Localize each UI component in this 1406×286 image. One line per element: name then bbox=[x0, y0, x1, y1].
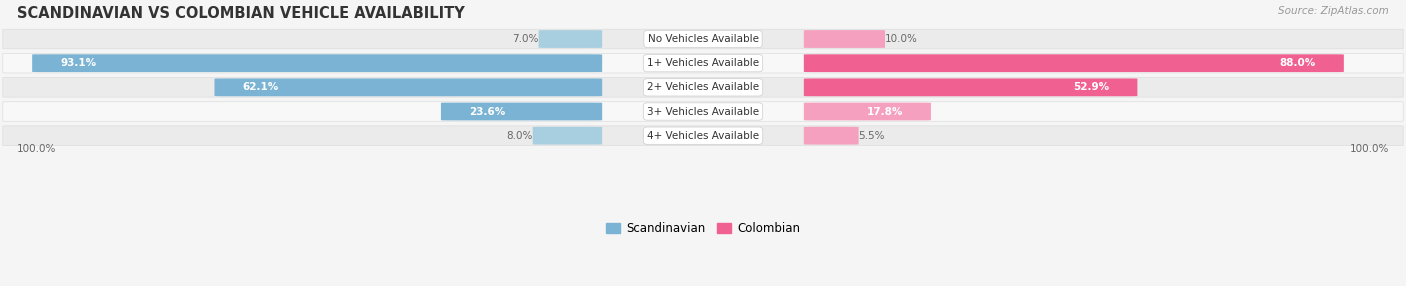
Text: 1+ Vehicles Available: 1+ Vehicles Available bbox=[647, 58, 759, 68]
FancyBboxPatch shape bbox=[804, 54, 1344, 72]
Text: 8.0%: 8.0% bbox=[506, 131, 533, 141]
Text: 88.0%: 88.0% bbox=[1279, 58, 1316, 68]
Text: 93.1%: 93.1% bbox=[60, 58, 96, 68]
FancyBboxPatch shape bbox=[32, 54, 602, 72]
FancyBboxPatch shape bbox=[804, 30, 884, 48]
Text: 52.9%: 52.9% bbox=[1073, 82, 1109, 92]
FancyBboxPatch shape bbox=[3, 102, 1403, 121]
Text: 4+ Vehicles Available: 4+ Vehicles Available bbox=[647, 131, 759, 141]
FancyBboxPatch shape bbox=[533, 127, 602, 144]
Text: 5.5%: 5.5% bbox=[859, 131, 886, 141]
Text: No Vehicles Available: No Vehicles Available bbox=[648, 34, 758, 44]
Text: 10.0%: 10.0% bbox=[884, 34, 918, 44]
Text: 100.0%: 100.0% bbox=[1350, 144, 1389, 154]
FancyBboxPatch shape bbox=[538, 30, 602, 48]
Text: 7.0%: 7.0% bbox=[512, 34, 538, 44]
FancyBboxPatch shape bbox=[804, 127, 859, 144]
FancyBboxPatch shape bbox=[3, 29, 1403, 49]
Text: 23.6%: 23.6% bbox=[470, 106, 505, 116]
FancyBboxPatch shape bbox=[804, 78, 1137, 96]
Text: Source: ZipAtlas.com: Source: ZipAtlas.com bbox=[1278, 6, 1389, 16]
Text: 3+ Vehicles Available: 3+ Vehicles Available bbox=[647, 106, 759, 116]
FancyBboxPatch shape bbox=[3, 126, 1403, 146]
Text: 62.1%: 62.1% bbox=[242, 82, 278, 92]
FancyBboxPatch shape bbox=[3, 53, 1403, 73]
FancyBboxPatch shape bbox=[441, 103, 602, 120]
FancyBboxPatch shape bbox=[215, 78, 602, 96]
Text: 17.8%: 17.8% bbox=[866, 106, 903, 116]
FancyBboxPatch shape bbox=[3, 78, 1403, 97]
Text: 100.0%: 100.0% bbox=[17, 144, 56, 154]
FancyBboxPatch shape bbox=[804, 103, 931, 120]
Text: SCANDINAVIAN VS COLOMBIAN VEHICLE AVAILABILITY: SCANDINAVIAN VS COLOMBIAN VEHICLE AVAILA… bbox=[17, 6, 464, 21]
Text: 2+ Vehicles Available: 2+ Vehicles Available bbox=[647, 82, 759, 92]
Legend: Scandinavian, Colombian: Scandinavian, Colombian bbox=[602, 217, 804, 240]
